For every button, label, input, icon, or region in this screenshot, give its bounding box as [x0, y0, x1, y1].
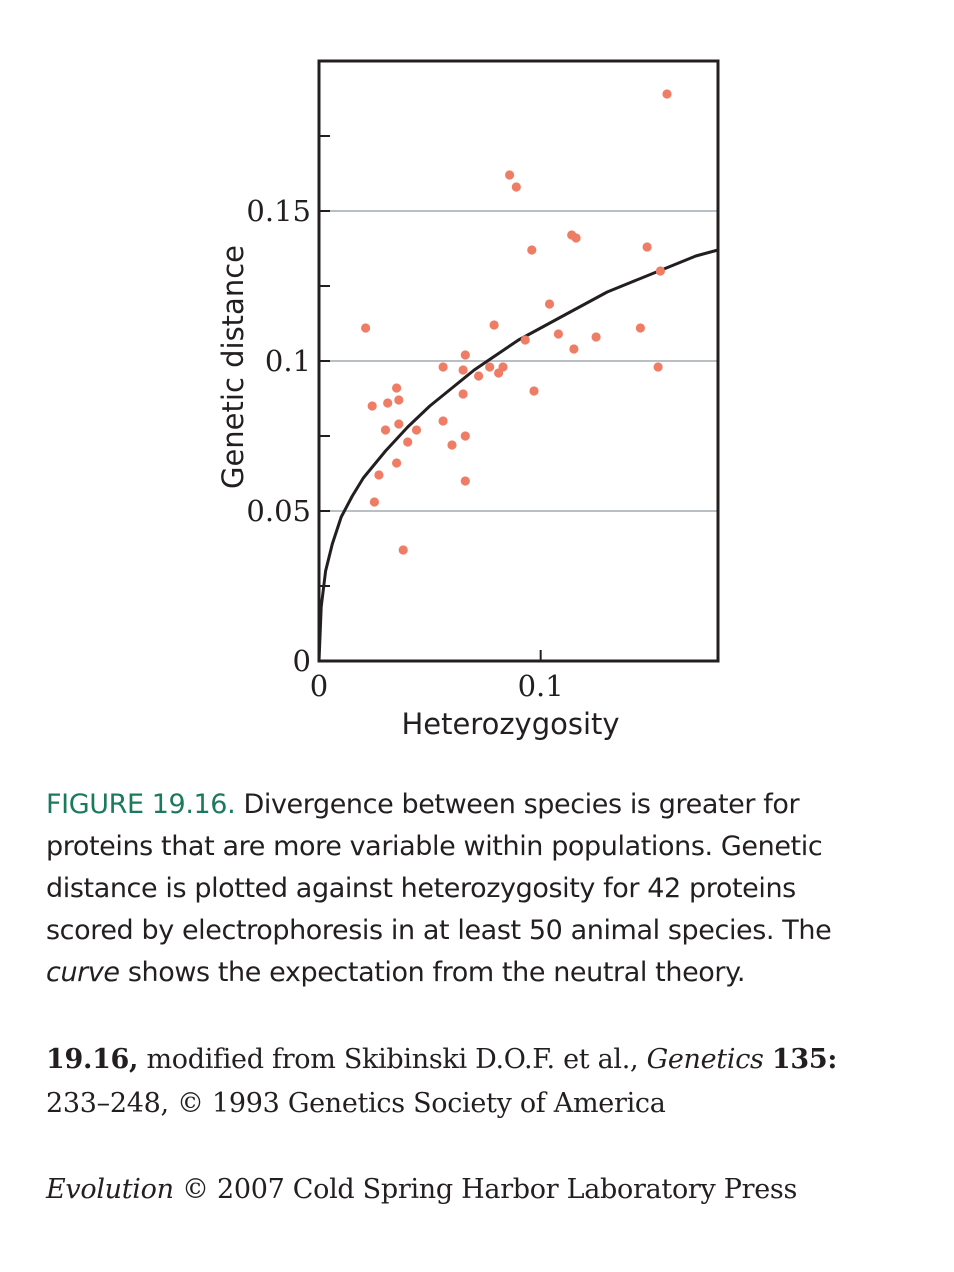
data-point — [403, 437, 413, 447]
data-point — [380, 425, 391, 435]
copyright-text: © 2007 Cold Spring Harbor Laboratory Pre… — [181, 1174, 798, 1205]
data-point — [529, 386, 539, 396]
data-point — [458, 365, 468, 375]
credit-journal: Genetics — [646, 1044, 764, 1075]
data-point — [520, 335, 530, 345]
credit-line-1: 19.16, modified from Skibinski D.O.F. et… — [46, 1038, 916, 1082]
data-point — [458, 389, 468, 399]
caption-curve-word: curve — [46, 957, 120, 988]
data-point — [635, 323, 646, 333]
data-point — [485, 362, 495, 372]
data-point — [392, 458, 402, 468]
data-point — [460, 350, 470, 360]
chart: 00.050.10.15 0 0.1 Genetic distance Heter… — [216, 59, 720, 741]
credit-source: modified from Skibinski D.O.F. et al., — [146, 1044, 639, 1075]
caption-text-1: Divergence between species is greater fo… — [243, 789, 800, 820]
figure-caption: FIGURE 19.16. Divergence between species… — [46, 784, 902, 994]
caption-text-5: shows the expectation from the neutral t… — [127, 957, 746, 988]
data-point — [367, 401, 377, 411]
caption-line-4: scored by electrophoresis in at least 50… — [46, 915, 832, 946]
gridlines — [319, 210, 718, 512]
data-point — [392, 383, 402, 393]
data-point — [411, 425, 422, 435]
data-point — [460, 476, 470, 486]
copyright-book: Evolution — [46, 1174, 174, 1205]
y-tick-label: 0 — [293, 644, 311, 678]
data-point — [394, 419, 404, 429]
caption-line-2: proteins that are more variable within p… — [46, 831, 823, 862]
data-point — [394, 395, 404, 405]
data-point — [369, 497, 379, 507]
neutral-theory-curve — [317, 248, 719, 662]
caption-line-5: curve shows the expectation from the neu… — [46, 952, 902, 994]
data-point — [474, 371, 484, 381]
data-point — [438, 416, 448, 426]
neutral-theory-curve-layer — [317, 248, 719, 662]
data-point — [571, 233, 581, 243]
caption-line-1: FIGURE 19.16. Divergence between species… — [46, 784, 902, 826]
x-axis-title: Heterozygosity — [401, 707, 619, 741]
data-point — [460, 431, 470, 441]
data-point — [591, 332, 601, 342]
data-point — [438, 362, 448, 372]
data-point — [553, 329, 564, 339]
credit-line-2: 233–248, © 1993 Genetics Society of Amer… — [46, 1088, 666, 1119]
data-point — [662, 89, 672, 99]
data-point — [569, 344, 579, 354]
data-point — [653, 362, 663, 372]
data-point — [498, 362, 508, 372]
credit-ref: 19.16, — [46, 1044, 139, 1075]
caption-line-3: distance is plotted against heterozygosi… — [46, 873, 796, 904]
figure-label: FIGURE 19.16. — [46, 789, 236, 820]
x-tick-labels: 0 0.1 — [310, 669, 564, 703]
data-points — [361, 89, 672, 555]
data-point — [489, 320, 499, 330]
data-point — [361, 323, 371, 333]
data-point — [544, 299, 555, 309]
data-point — [374, 470, 384, 480]
data-point — [655, 266, 666, 276]
y-tick-labels: 0 0.05 0.1 0.15 — [246, 194, 311, 678]
x-tick-label: 0 — [310, 669, 328, 703]
data-point — [447, 440, 457, 450]
data-point — [511, 182, 521, 192]
y-axis-title: Genetic distance — [216, 245, 250, 489]
y-tick-label: 0.15 — [246, 194, 311, 228]
credit-volume: 135: — [771, 1044, 838, 1075]
data-point — [505, 170, 515, 180]
data-point — [527, 245, 537, 255]
y-tick-label: 0.1 — [265, 344, 311, 378]
data-point — [642, 242, 652, 252]
y-tick-label: 0.05 — [246, 494, 311, 528]
x-tick-label: 0.1 — [518, 669, 564, 703]
axis-ticks — [319, 135, 542, 661]
data-point — [398, 545, 408, 555]
copyright-line: Evolution © 2007 Cold Spring Harbor Labo… — [46, 1168, 797, 1212]
figure-credit: 19.16, modified from Skibinski D.O.F. et… — [46, 1038, 916, 1126]
data-point — [383, 398, 393, 408]
